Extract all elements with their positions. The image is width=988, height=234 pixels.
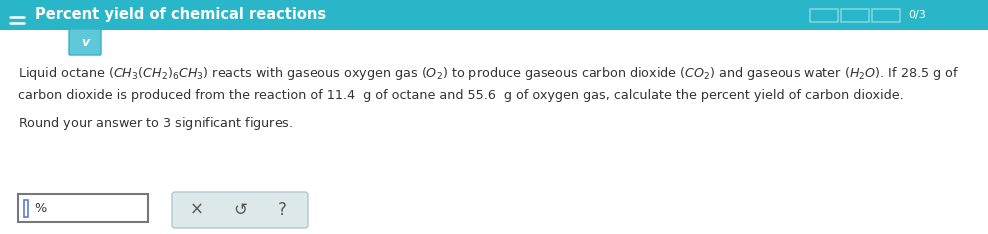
Text: ×: × <box>190 201 204 219</box>
FancyBboxPatch shape <box>18 194 148 222</box>
Text: carbon dioxide is produced from the reaction of 11.4  g of octane and 55.6  g of: carbon dioxide is produced from the reac… <box>18 89 904 102</box>
Text: 0/3: 0/3 <box>908 10 926 20</box>
FancyBboxPatch shape <box>69 29 101 55</box>
Text: %: % <box>34 201 46 215</box>
Text: v: v <box>81 36 89 48</box>
Bar <box>0 30 988 234</box>
Text: ?: ? <box>278 201 287 219</box>
Text: Round your answer to $3$ significant figures.: Round your answer to $3$ significant fig… <box>18 116 293 132</box>
Text: ↺: ↺ <box>233 201 247 219</box>
FancyBboxPatch shape <box>172 192 308 228</box>
Text: Liquid octane $\left(CH_3(CH_2)_6CH_3\right)$ reacts with gaseous oxygen gas $\l: Liquid octane $\left(CH_3(CH_2)_6CH_3\ri… <box>18 66 959 83</box>
Text: Percent yield of chemical reactions: Percent yield of chemical reactions <box>35 7 326 22</box>
Bar <box>24 200 28 217</box>
